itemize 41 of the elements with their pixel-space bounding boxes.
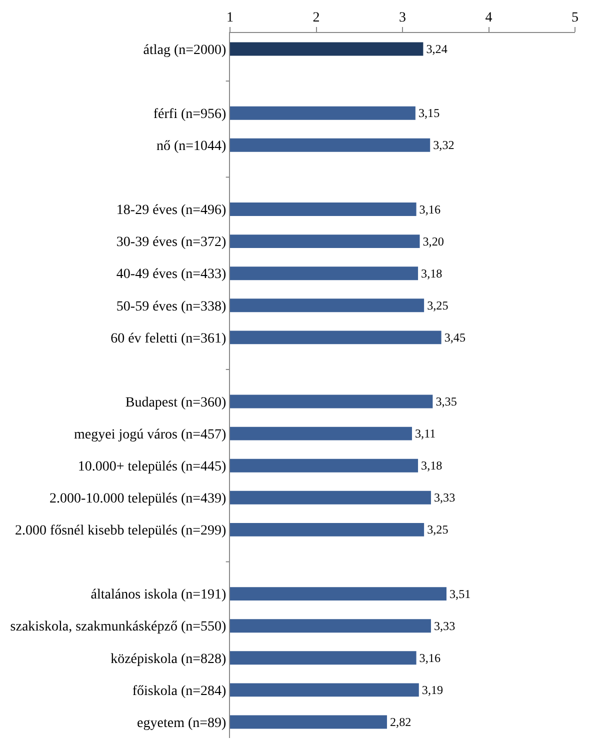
- y-tick-label: 18-29 éves (n=496): [116, 203, 227, 218]
- x-tick-label: 2: [312, 10, 320, 26]
- y-tick-label: megyei jogú város (n=457): [74, 427, 227, 442]
- data-label: 3,33: [434, 618, 456, 633]
- y-tick-label: 2.000-10.000 település (n=439): [50, 492, 227, 507]
- y-tick-label: 2.000 fősnél kisebb település (n=299): [14, 524, 227, 539]
- data-label: 3,19: [422, 682, 444, 697]
- y-tick-label: átlag (n=2000): [143, 42, 227, 58]
- y-tick-label: 30-39 éves (n=372): [116, 235, 227, 250]
- x-tick-label: 5: [572, 10, 578, 26]
- y-tick-label: Budapest (n=360): [125, 395, 227, 410]
- data-label: 3,32: [433, 138, 454, 152]
- x-tick-label: 4: [485, 10, 492, 26]
- y-tick-label: 40-49 éves (n=433): [116, 267, 227, 282]
- data-label: 3,33: [434, 490, 456, 505]
- data-label: 3,18: [421, 266, 442, 280]
- data-label: 3,25: [427, 298, 448, 312]
- x-tick-label: 3: [399, 10, 406, 26]
- y-tick-label: szakiskola, szakmunkásképző (n=550): [10, 620, 227, 635]
- data-label: 3,16: [419, 202, 440, 216]
- y-tick-label: 10.000+ település (n=445): [78, 460, 227, 475]
- y-tick-label: középiskola (n=828): [110, 652, 227, 667]
- data-label: 3,15: [418, 106, 440, 120]
- x-tick-label: 1: [226, 10, 234, 26]
- y-tick-label: nő (n=1044): [156, 139, 227, 154]
- data-label: 3,35: [436, 394, 457, 409]
- data-label: 3,45: [444, 330, 466, 344]
- data-label: 3,18: [421, 458, 442, 473]
- data-label: 3,16: [419, 650, 440, 665]
- data-label: 3,20: [422, 234, 444, 248]
- data-label: 3,25: [427, 522, 448, 537]
- data-label: 2,82: [390, 715, 412, 730]
- y-tick-label: főiskola (n=284): [132, 684, 227, 699]
- y-tick-label: általános iskola (n=191): [90, 588, 227, 603]
- data-label: 3,51: [449, 586, 471, 601]
- data-label: 3,11: [414, 426, 436, 441]
- data-label: 3,24: [426, 42, 448, 56]
- y-tick-label: 60 év feletti (n=361): [110, 331, 227, 346]
- y-tick-label: egyetem (n=89): [137, 716, 227, 731]
- y-tick-label: 50-59 éves (n=338): [116, 299, 227, 314]
- y-tick-label: férfi (n=956): [153, 107, 227, 122]
